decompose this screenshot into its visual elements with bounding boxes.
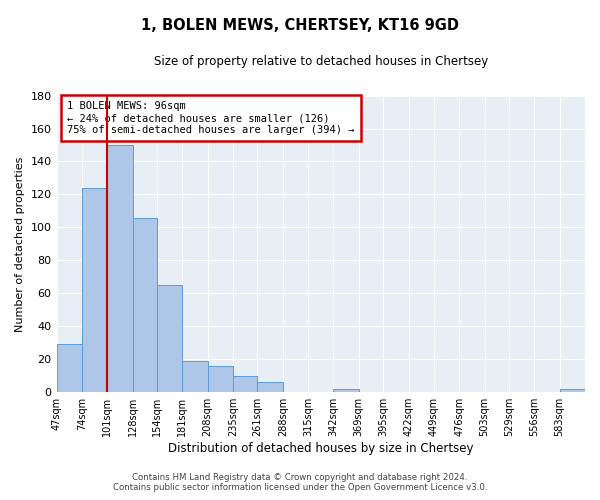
Bar [56, 344, 82, 392]
Bar [233, 376, 257, 392]
Bar [334, 389, 359, 392]
Bar [82, 188, 107, 392]
Bar [182, 361, 208, 392]
Bar [208, 366, 233, 392]
Bar [133, 218, 157, 392]
X-axis label: Distribution of detached houses by size in Chertsey: Distribution of detached houses by size … [168, 442, 473, 455]
Y-axis label: Number of detached properties: Number of detached properties [15, 156, 25, 332]
Text: Contains HM Land Registry data © Crown copyright and database right 2024.
Contai: Contains HM Land Registry data © Crown c… [113, 473, 487, 492]
Bar [107, 145, 133, 392]
Bar [157, 285, 182, 392]
Bar [560, 389, 585, 392]
Text: 1 BOLEN MEWS: 96sqm
← 24% of detached houses are smaller (126)
75% of semi-detac: 1 BOLEN MEWS: 96sqm ← 24% of detached ho… [67, 102, 355, 134]
Bar [257, 382, 283, 392]
Text: 1, BOLEN MEWS, CHERTSEY, KT16 9GD: 1, BOLEN MEWS, CHERTSEY, KT16 9GD [141, 18, 459, 32]
Title: Size of property relative to detached houses in Chertsey: Size of property relative to detached ho… [154, 55, 488, 68]
